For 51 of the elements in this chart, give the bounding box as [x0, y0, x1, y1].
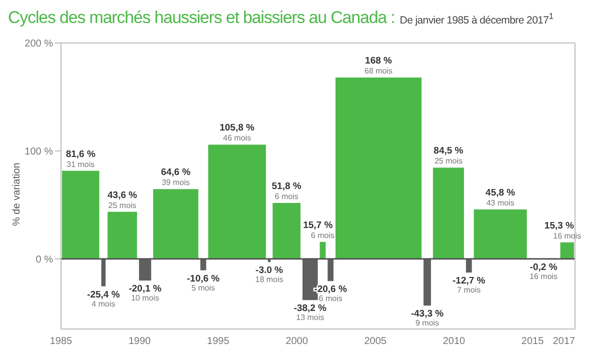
x-tick-label: 1995: [207, 336, 230, 348]
data-label: 81,6 %: [66, 148, 96, 160]
x-tick-label: 2010: [442, 336, 466, 348]
data-label: 168 %: [365, 56, 393, 67]
annotation: 6 mois: [274, 192, 298, 201]
annotation: 13 mois: [296, 313, 324, 322]
annotation: 25 mois: [108, 200, 136, 210]
annotation: 7 mois: [457, 286, 481, 295]
x-tick-label: 2005: [364, 336, 387, 348]
annotation: 6 mois: [310, 230, 334, 240]
annotation: 25 mois: [434, 156, 462, 166]
x-tick-label: 2000: [286, 336, 308, 348]
annotation: 5 mois: [191, 283, 216, 292]
annotation: 46 mois: [223, 134, 252, 143]
x-tick-label: 2017: [552, 336, 576, 348]
x-tick-label: 1985: [50, 336, 73, 348]
annotation: 16 mois: [553, 231, 582, 240]
annotation: 9 mois: [415, 318, 440, 328]
data-label: 84,5 %: [434, 146, 464, 157]
annotation: 10 mois: [131, 294, 160, 303]
chart-subtitle: De janvier 1985 à décembre 2017$^{1}$: [400, 10, 554, 26]
data-label: 15,7 %: [303, 220, 334, 231]
data-label: -38,2 %: [294, 303, 328, 314]
annotation: 68 mois: [364, 66, 393, 76]
data-label: -25,4 %: [87, 289, 120, 300]
data-label: -12,7 %: [452, 276, 486, 287]
annotation: 18 mois: [255, 275, 284, 284]
annotation: 31 mois: [66, 160, 95, 169]
annotation: 6 mois: [318, 294, 342, 304]
data-label: -3.0 %: [256, 265, 284, 276]
data-label: -0,2 %: [530, 262, 558, 274]
y-tick-label: 200 %: [24, 38, 54, 50]
data-label: -43,3 %: [410, 308, 444, 320]
x-tick-label: 1990: [128, 336, 152, 348]
data-label: 43,6 %: [108, 190, 138, 201]
annotation: 16 mois: [530, 272, 558, 282]
data-label: -10,6 %: [186, 273, 220, 284]
y-axis-title: % de variation: [12, 162, 23, 226]
annotation: 43 mois: [486, 198, 514, 208]
chart-title: Cycles des marchés haussiers et baissiers au Canada :: [8, 8, 395, 28]
data-label: 15,3 %: [544, 220, 575, 232]
y-tick-label: 100 %: [24, 146, 54, 158]
x-tick-label: 2015: [521, 336, 544, 348]
annotation: 4 mois: [92, 299, 116, 308]
data-label: 51,8 %: [272, 180, 302, 192]
data-label: 64,6 %: [160, 167, 192, 178]
annotation: 39 mois: [162, 178, 190, 188]
y-tick-label: 0 %: [36, 254, 54, 266]
data-label: 105,8 %: [220, 122, 256, 134]
data-label: -20,1 %: [128, 284, 162, 295]
data-label: 45,8 %: [486, 187, 516, 198]
